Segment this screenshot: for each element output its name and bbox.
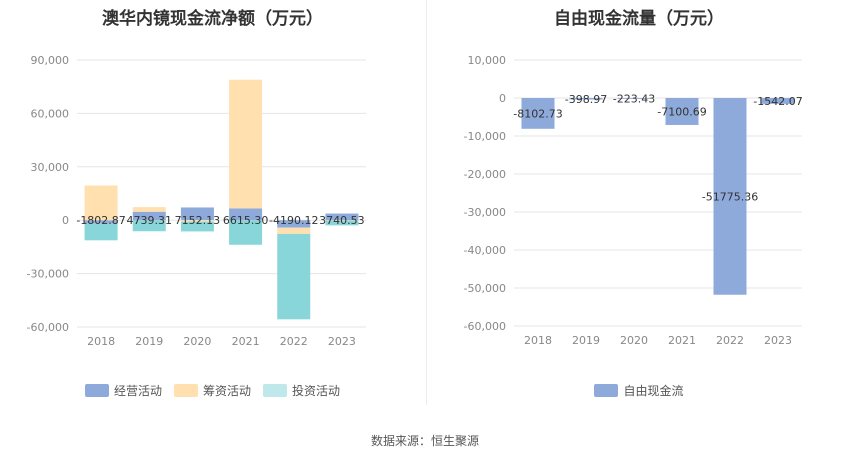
bar xyxy=(277,233,311,320)
y-tick-label: -30,000 xyxy=(27,268,69,281)
x-tick-label: 2019 xyxy=(572,334,600,347)
bar xyxy=(229,79,263,209)
legend-item-free-cash-flow[interactable]: 自由现金流 xyxy=(594,382,684,399)
y-tick-label: 60,000 xyxy=(31,107,70,120)
y-tick-label: -60,000 xyxy=(27,321,69,334)
bar xyxy=(713,98,747,295)
x-tick-label: 2021 xyxy=(668,334,696,347)
bar xyxy=(617,98,651,99)
legend-label: 筹资活动 xyxy=(202,384,251,398)
bar xyxy=(569,98,603,100)
data-label: -398.97 xyxy=(565,93,607,106)
x-tick-label: 2023 xyxy=(328,335,356,348)
free-cash-flow-plot: -60,000 -50,000 -40,000 -30,000 -20,000 -10,0… xyxy=(464,54,803,347)
y-tick-label: -40,000 xyxy=(464,244,506,257)
x-tick-label: 2020 xyxy=(620,334,648,347)
legend-item-financing[interactable]: 筹资活动 xyxy=(173,382,251,399)
y-tick-label: -30,000 xyxy=(464,206,506,219)
bar xyxy=(277,220,311,228)
legend-label: 自由现金流 xyxy=(623,384,684,398)
x-tick-label: 2020 xyxy=(183,335,211,348)
chart-legend: 自由现金流 xyxy=(428,382,850,399)
data-label: 3740.53 xyxy=(319,214,365,227)
legend-swatch xyxy=(263,384,287,397)
bar xyxy=(132,211,166,221)
y-tick-label: -10,000 xyxy=(464,130,506,143)
data-label: -8102.73 xyxy=(513,107,562,120)
bar xyxy=(761,98,795,104)
legend-item-operating[interactable]: 经营活动 xyxy=(84,382,162,399)
data-label: -1542.07 xyxy=(753,95,802,108)
legend-label: 经营活动 xyxy=(113,384,162,398)
bar xyxy=(665,98,699,125)
legend-swatch xyxy=(173,384,198,397)
x-tick-label: 2023 xyxy=(764,334,792,347)
bar xyxy=(180,207,214,221)
y-tick-label: 10,000 xyxy=(468,54,507,67)
x-tick-label: 2018 xyxy=(87,335,115,348)
bar xyxy=(84,223,118,241)
data-label: -51775.36 xyxy=(702,190,758,203)
legend-item-investing[interactable]: 投资活动 xyxy=(263,382,340,399)
y-tick-label: -20,000 xyxy=(464,168,506,181)
chart-title: 自由现金流量（万元） xyxy=(554,9,724,29)
bar xyxy=(132,220,166,232)
data-label: -223.43 xyxy=(613,92,655,105)
data-label: -1802.87 xyxy=(76,214,125,227)
data-label: 6615.30 xyxy=(223,214,269,227)
chart-title: 澳华内镜现金流净额（万元） xyxy=(102,9,323,29)
y-tick-label: -60,000 xyxy=(464,320,506,333)
data-label: 7152.13 xyxy=(175,214,221,227)
data-source: 数据来源：恒生聚源 xyxy=(370,434,479,448)
legend-swatch xyxy=(84,384,109,397)
legend-label: 投资活动 xyxy=(292,384,341,398)
y-tick-label: 30,000 xyxy=(31,161,70,174)
bar xyxy=(180,220,214,222)
bar xyxy=(229,220,263,245)
bar xyxy=(132,207,166,212)
bar xyxy=(229,208,263,221)
cash-flow-net-chart: 澳华内镜现金流净额（万元） -60,000 -30,000 0 30,000 60,00… xyxy=(0,0,425,420)
y-tick-label: 0 xyxy=(499,92,506,105)
x-tick-label: 2019 xyxy=(135,335,163,348)
panel-divider xyxy=(426,0,427,405)
bar xyxy=(325,220,359,226)
bar xyxy=(84,220,118,224)
x-tick-label: 2021 xyxy=(232,335,260,348)
bar xyxy=(180,221,214,232)
legend-swatch xyxy=(594,384,619,397)
data-label: -7100.69 xyxy=(657,105,706,118)
chart-legend: 经营活动 筹资活动 投资活动 xyxy=(0,382,425,399)
y-tick-label: -50,000 xyxy=(464,282,506,295)
x-tick-label: 2022 xyxy=(280,335,308,348)
bar xyxy=(277,227,311,234)
y-tick-label: 90,000 xyxy=(31,54,70,67)
bar xyxy=(325,220,359,221)
y-tick-label: 0 xyxy=(62,214,69,227)
bar xyxy=(521,98,555,129)
data-label: 4739.31 xyxy=(127,214,173,227)
x-tick-label: 2022 xyxy=(716,334,744,347)
free-cash-flow-chart: 自由现金流量（万元） -60,000 -50,000 -40,000 -30,000-… xyxy=(428,0,850,420)
x-tick-label: 2018 xyxy=(524,334,552,347)
bar xyxy=(325,213,359,221)
data-label: -4190.12 xyxy=(269,214,318,227)
cash-flow-net-plot: -60,000 -30,000 0 30,000 60,000 90,000 2018 201… xyxy=(27,54,366,348)
bar xyxy=(84,185,118,221)
